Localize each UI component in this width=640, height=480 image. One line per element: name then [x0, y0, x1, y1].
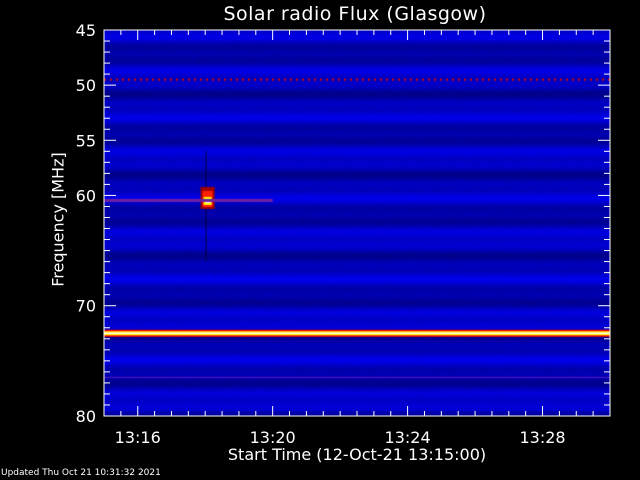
x-tick-label: 13:16 — [115, 428, 161, 447]
y-tick-label: 50 — [76, 76, 96, 95]
x-tick-label: 13:24 — [385, 428, 431, 447]
y-tick-label: 55 — [76, 131, 96, 150]
plot-frame — [103, 29, 611, 417]
y-tick-label: 45 — [76, 21, 96, 40]
updated-timestamp: Updated Thu Oct 21 10:31:32 2021 — [1, 468, 161, 478]
y-axis-label: Frequency [MHz] — [48, 152, 68, 287]
spectrogram-heatmap — [104, 30, 610, 416]
x-axis-label: Start Time (12-Oct-21 13:15:00) — [227, 445, 487, 464]
chart-title: Solar radio Flux (Glasgow) — [223, 3, 487, 25]
y-tick-label: 80 — [76, 407, 96, 426]
x-tick-label: 13:20 — [250, 428, 296, 447]
x-tick-label: 13:28 — [519, 428, 565, 447]
y-tick-label: 70 — [76, 297, 96, 316]
y-tick-label: 60 — [76, 186, 96, 205]
